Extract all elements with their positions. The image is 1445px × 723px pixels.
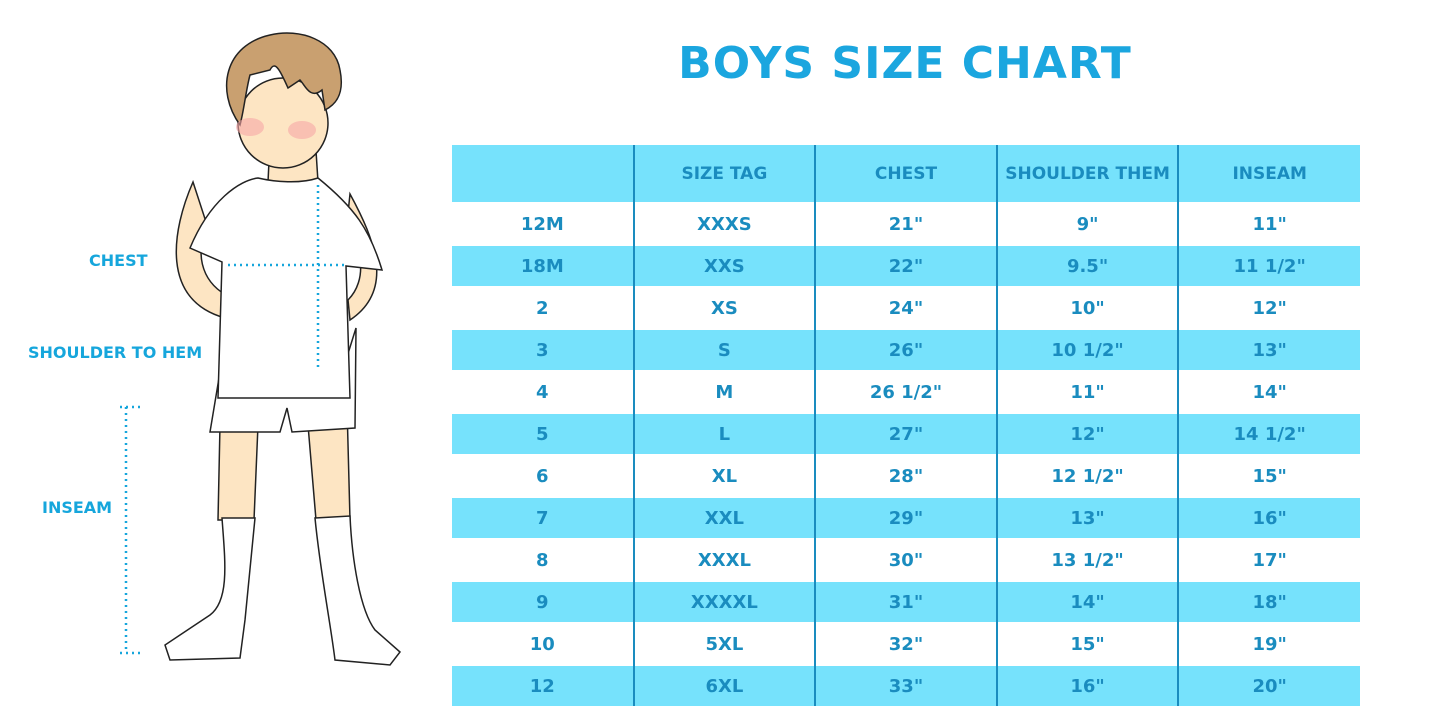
cell-size-tag: XXS — [632, 244, 816, 287]
cell-shoulder: 14" — [995, 580, 1179, 623]
cell-inseam: 19" — [1177, 622, 1360, 665]
cell-size-tag: XXXL — [632, 538, 816, 581]
cell-size-tag: S — [632, 328, 816, 371]
table-row: 8 XXXL 30" 13 1/2" 17" — [452, 538, 1360, 581]
header-size-tag: SIZE TAG — [632, 145, 816, 203]
cell-chest: 21" — [814, 202, 997, 245]
table-row: 3 S 26" 10 1/2" 13" — [452, 328, 1360, 371]
header-age — [452, 145, 634, 203]
size-chart-table: SIZE TAG CHEST SHOULDER THEM INSEAM 12M X… — [452, 145, 1360, 706]
cell-age: 2 — [452, 286, 634, 329]
table-row: 12M XXXS 21" 9" 11" — [452, 202, 1360, 245]
cell-shoulder: 11" — [995, 370, 1179, 413]
table-row: 9 XXXXL 31" 14" 18" — [452, 580, 1360, 623]
cell-size-tag: M — [632, 370, 816, 413]
cell-inseam: 14 1/2" — [1177, 412, 1360, 455]
cell-inseam: 16" — [1177, 496, 1360, 539]
cell-inseam: 13" — [1177, 328, 1360, 371]
table-row: 6 XL 28" 12 1/2" 15" — [452, 454, 1360, 497]
cell-shoulder: 16" — [995, 664, 1179, 706]
cell-shoulder: 12 1/2" — [995, 454, 1179, 497]
cell-inseam: 11" — [1177, 202, 1360, 245]
shoulder-to-hem-label: SHOULDER TO HEM — [28, 343, 203, 362]
table-row: 5 L 27" 12" 14 1/2" — [452, 412, 1360, 455]
cell-age: 3 — [452, 328, 634, 371]
cell-chest: 24" — [814, 286, 997, 329]
header-chest: CHEST — [814, 145, 997, 203]
cell-shoulder: 12" — [995, 412, 1179, 455]
cell-shoulder: 9" — [995, 202, 1179, 245]
cell-age: 12 — [452, 664, 634, 706]
cell-age: 12M — [452, 202, 634, 245]
cell-age: 8 — [452, 538, 634, 581]
cell-age: 18M — [452, 244, 634, 287]
cell-shoulder: 13" — [995, 496, 1179, 539]
cell-age: 4 — [452, 370, 634, 413]
header-shoulder: SHOULDER THEM — [995, 145, 1179, 203]
cell-size-tag: XXL — [632, 496, 816, 539]
table-row: 4 M 26 1/2" 11" 14" — [452, 370, 1360, 413]
table-row: 10 5XL 32" 15" 19" — [452, 622, 1360, 665]
cell-inseam: 15" — [1177, 454, 1360, 497]
cell-chest: 27" — [814, 412, 997, 455]
cell-inseam: 12" — [1177, 286, 1360, 329]
cell-age: 7 — [452, 496, 634, 539]
table-row: 12 6XL 33" 16" 20" — [452, 664, 1360, 706]
cell-shoulder: 9.5" — [995, 244, 1179, 287]
cell-size-tag: XS — [632, 286, 816, 329]
cell-chest: 29" — [814, 496, 997, 539]
cell-age: 9 — [452, 580, 634, 623]
cell-size-tag: XXXS — [632, 202, 816, 245]
cell-inseam: 20" — [1177, 664, 1360, 706]
boy-illustration — [120, 32, 402, 666]
cell-size-tag: 5XL — [632, 622, 816, 665]
cell-chest: 31" — [814, 580, 997, 623]
cell-shoulder: 15" — [995, 622, 1179, 665]
table-row: 2 XS 24" 10" 12" — [452, 286, 1360, 329]
inseam-label: INSEAM — [42, 498, 113, 517]
cell-chest: 22" — [814, 244, 997, 287]
cell-size-tag: XL — [632, 454, 816, 497]
cell-inseam: 17" — [1177, 538, 1360, 581]
table-row: 18M XXS 22" 9.5" 11 1/2" — [452, 244, 1360, 287]
table-header-row: SIZE TAG CHEST SHOULDER THEM INSEAM — [452, 145, 1360, 203]
cell-size-tag: 6XL — [632, 664, 816, 706]
cell-chest: 32" — [814, 622, 997, 665]
cell-chest: 30" — [814, 538, 997, 581]
cell-chest: 26" — [814, 328, 997, 371]
cell-age: 6 — [452, 454, 634, 497]
cell-inseam: 11 1/2" — [1177, 244, 1360, 287]
cell-age: 5 — [452, 412, 634, 455]
page-title: BOYS SIZE CHART — [678, 38, 1132, 89]
cell-age: 10 — [452, 622, 634, 665]
cell-shoulder: 10" — [995, 286, 1179, 329]
cell-chest: 26 1/2" — [814, 370, 997, 413]
chest-label: CHEST — [89, 251, 148, 270]
cell-size-tag: XXXXL — [632, 580, 816, 623]
header-inseam: INSEAM — [1177, 145, 1360, 203]
cell-shoulder: 10 1/2" — [995, 328, 1179, 371]
cell-size-tag: L — [632, 412, 816, 455]
cell-shoulder: 13 1/2" — [995, 538, 1179, 581]
cell-inseam: 18" — [1177, 580, 1360, 623]
cell-chest: 33" — [814, 664, 997, 706]
cell-inseam: 14" — [1177, 370, 1360, 413]
cell-chest: 28" — [814, 454, 997, 497]
table-row: 7 XXL 29" 13" 16" — [452, 496, 1360, 539]
